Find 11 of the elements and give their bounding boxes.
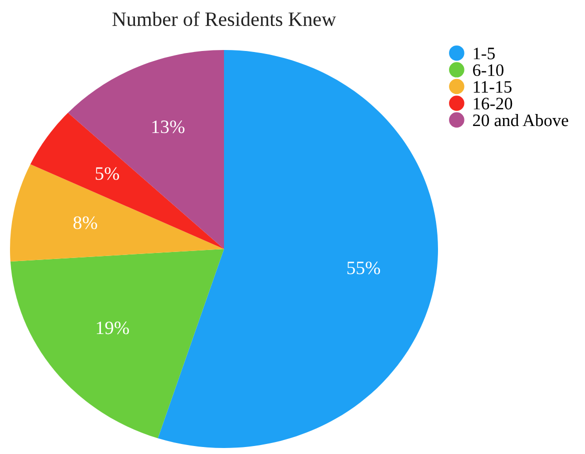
data-label: 13% [152,120,184,134]
legend-label: 11-15 [474,81,512,93]
legend-label: 20 and Above [473,114,568,126]
data-label: 19% [96,322,129,334]
legend-label: 16-20 [474,98,512,110]
data-label: 8% [73,216,98,230]
legend-label: 1-5 [474,48,495,60]
data-label: 55% [347,262,380,274]
chart-title: Number of Residents Knew [112,12,336,26]
legend-label: 6-10 [473,64,504,76]
data-label: 5% [96,167,120,180]
